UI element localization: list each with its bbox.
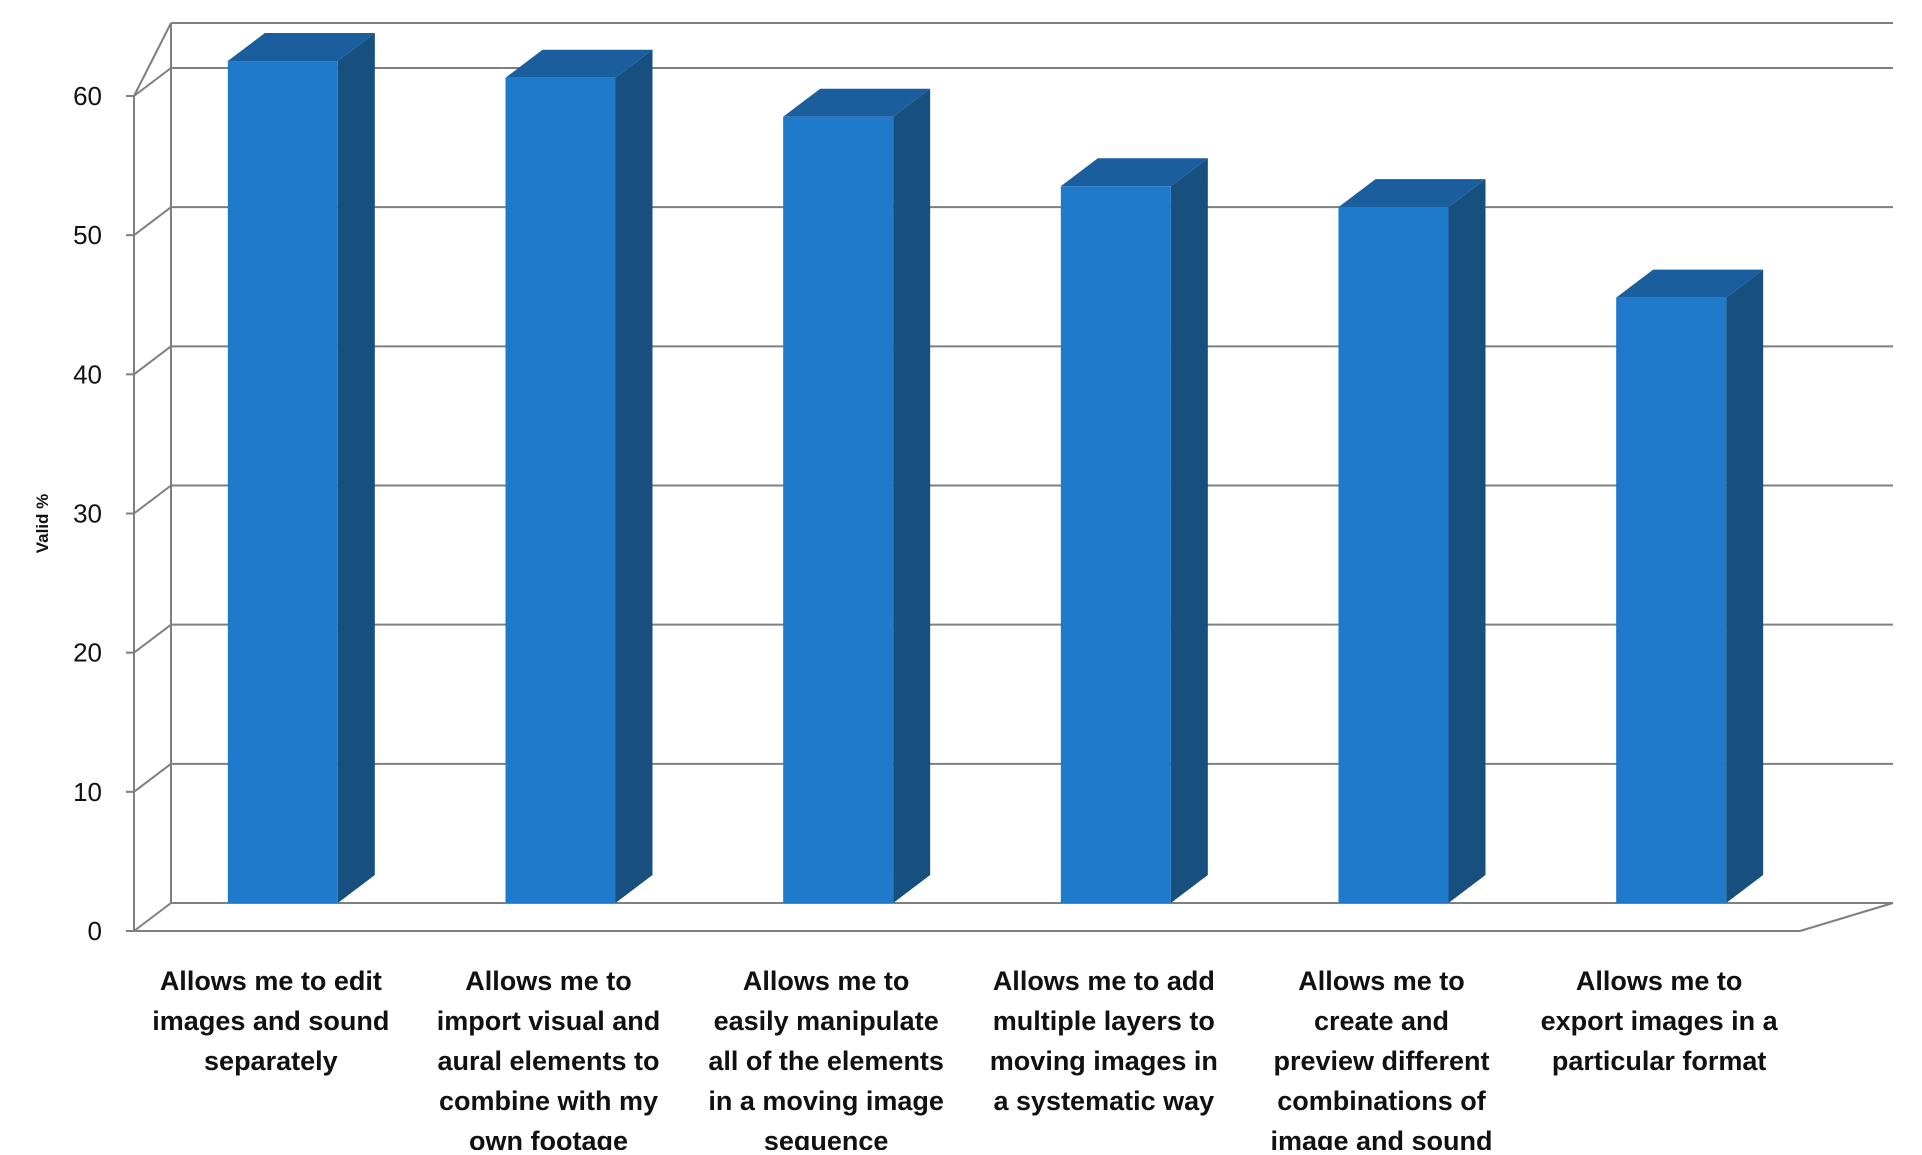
floor-right-edge xyxy=(1799,902,1894,932)
gridline-diag-30 xyxy=(133,484,172,515)
ytick-label-40: 40 xyxy=(73,359,102,389)
x-category-label-line: multiple layers to xyxy=(993,1006,1215,1036)
bar-front xyxy=(1060,186,1171,903)
x-category-label-line: separately xyxy=(204,1046,338,1076)
gridline-diag-40 xyxy=(133,345,172,376)
x-category-label-line: sequence xyxy=(764,1126,889,1150)
x-category-label-5: Allows me to create and preview different c… xyxy=(1270,966,1492,1150)
bar-front xyxy=(1338,207,1449,903)
bar-side xyxy=(893,88,931,904)
bar-5 xyxy=(1338,179,1486,903)
bar-3 xyxy=(783,88,931,904)
bar-front xyxy=(783,116,894,904)
x-category-label-line: Allows me to add xyxy=(993,966,1215,996)
x-category-label-line: export images in a xyxy=(1541,1006,1779,1036)
x-category-label-line: images and sound xyxy=(152,1006,389,1036)
x-category-label-line: Allows me to xyxy=(465,966,632,996)
ytick-label-60: 60 xyxy=(73,81,102,111)
y-axis-label: Valid % xyxy=(33,494,52,554)
wall-top-diag xyxy=(133,22,172,97)
ytick-label-0: 0 xyxy=(88,916,102,946)
ytick-label-10: 10 xyxy=(73,777,102,807)
gridline-diag-0 xyxy=(133,902,172,932)
bar-side xyxy=(615,49,653,904)
bar-4 xyxy=(1060,158,1208,903)
x-category-label-4: Allows me to add multiple layers to moving… xyxy=(990,966,1218,1116)
x-category-label-6: Allows me to export images in a particular… xyxy=(1541,966,1779,1076)
x-category-label-line: in a moving image xyxy=(708,1086,944,1116)
bar-top xyxy=(1616,269,1764,298)
x-category-label-line: import visual and xyxy=(437,1006,661,1036)
bar-side xyxy=(1448,179,1486,903)
bar-top xyxy=(783,88,931,117)
y-tick-labels: 0 10 20 30 40 50 60 xyxy=(73,81,102,946)
bar-top xyxy=(1338,179,1486,208)
x-category-label-line: Allows me to edit xyxy=(160,966,382,996)
bar-2 xyxy=(505,49,653,904)
bar-side xyxy=(1170,158,1208,903)
x-category-label-line: Allows me to xyxy=(743,966,910,996)
bar-front xyxy=(505,77,616,903)
gridline-diag-10 xyxy=(133,763,172,793)
bar-6 xyxy=(1616,269,1764,903)
x-category-label-line: aural elements to xyxy=(437,1046,659,1076)
x-category-label-line: moving images in xyxy=(990,1046,1218,1076)
gridline-diag-50 xyxy=(133,206,172,236)
ytick-label-30: 30 xyxy=(73,499,102,529)
bar-front xyxy=(1616,297,1727,903)
x-category-label-line: Allows me to xyxy=(1576,966,1743,996)
gridline-diag-20 xyxy=(133,623,172,654)
x-category-label-line: combine with my xyxy=(439,1086,658,1116)
bar-side xyxy=(337,33,375,903)
x-category-label-line: preview different xyxy=(1273,1046,1489,1076)
x-category-label-line: own footage xyxy=(469,1126,628,1150)
gridline-diag-60 xyxy=(133,67,172,97)
x-category-label-line: image and sound xyxy=(1270,1126,1492,1150)
x-category-label-2: Allows me to import visual and aural eleme… xyxy=(437,966,661,1150)
bars xyxy=(227,33,1764,904)
x-category-label-1: Allows me to edit images and sound separat… xyxy=(152,966,389,1076)
gridlines xyxy=(126,22,1894,932)
bar-front xyxy=(227,61,338,903)
x-category-label-line: all of the elements xyxy=(708,1046,944,1076)
x-category-label-line: Allows me to xyxy=(1298,966,1465,996)
bar-top xyxy=(1060,158,1208,187)
x-category-label-line: a systematic way xyxy=(994,1086,1215,1116)
x-category-label-line: create and xyxy=(1314,1006,1449,1036)
x-category-label-line: easily manipulate xyxy=(714,1006,939,1036)
ytick-label-50: 50 xyxy=(73,220,102,250)
bar-1 xyxy=(227,33,375,903)
bar-top xyxy=(505,49,653,78)
ytick-label-20: 20 xyxy=(73,638,102,668)
x-category-label-line: combinations of xyxy=(1277,1086,1487,1116)
bar-side xyxy=(1726,269,1764,903)
x-category-label-line: particular format xyxy=(1552,1046,1767,1076)
x-category-label-3: Allows me to easily manipulate all of the … xyxy=(708,966,944,1150)
bar-top xyxy=(227,33,375,62)
